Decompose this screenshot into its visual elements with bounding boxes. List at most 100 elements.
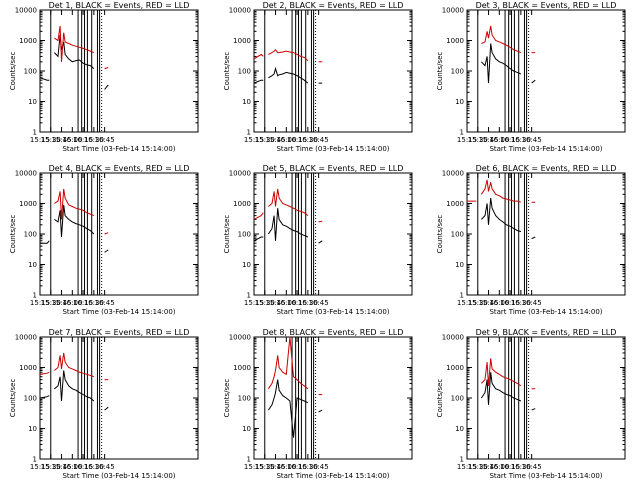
x-axis-label: Start Time (03-Feb-14 15:14:00) <box>489 472 602 480</box>
panel-det-3: 1 10 100 1000 10000 15:1515:3015:4516:0016:15… <box>436 1 626 153</box>
x-tick-label: 15:15 <box>244 299 264 307</box>
y-tick-label: 1 <box>460 292 464 300</box>
y-tick-label: 1000 <box>446 364 464 372</box>
y-tick-label: 100 <box>451 68 464 76</box>
y-axis-label: Counts/sec <box>223 52 231 91</box>
x-tick-label: 15:30 <box>41 463 61 471</box>
x-tick-label: 16:15 <box>73 299 93 307</box>
x-tick-label: 15:45 <box>51 136 71 144</box>
y-tick-label: 10000 <box>15 7 37 15</box>
x-tick-label: 16:15 <box>500 136 520 144</box>
x-tick-label: 16:00 <box>489 299 509 307</box>
x-tick-label: 16:00 <box>62 299 82 307</box>
x-tick-label: 16:00 <box>489 136 509 144</box>
y-tick-label: 1000 <box>19 364 37 372</box>
x-tick-label: 15:15 <box>30 299 50 307</box>
x-tick-label: 16:45 <box>309 136 329 144</box>
x-tick-label: 16:30 <box>511 136 531 144</box>
y-tick-label: 100 <box>451 395 464 403</box>
events-series <box>39 35 109 90</box>
y-tick-label: 1000 <box>233 364 251 372</box>
x-tick-label: 16:00 <box>489 463 509 471</box>
y-tick-label: 1000 <box>446 37 464 45</box>
y-tick-label: 10000 <box>442 334 464 342</box>
panel-title: Det 8, BLACK = Events, RED = LLD <box>263 328 404 337</box>
y-tick-label: 1000 <box>19 200 37 208</box>
x-tick-label: 15:45 <box>265 463 285 471</box>
x-axis-label: Start Time (03-Feb-14 15:14:00) <box>276 308 389 316</box>
x-tick-label: 15:45 <box>478 136 498 144</box>
y-tick-label: 1000 <box>233 200 251 208</box>
x-tick-label: 15:30 <box>255 299 275 307</box>
plot-frame <box>466 172 626 296</box>
lld-series <box>54 188 109 235</box>
plot-frame <box>253 9 413 133</box>
lld-series <box>267 336 323 395</box>
x-tick-label: 15:30 <box>41 136 61 144</box>
x-tick-label: 16:30 <box>298 463 318 471</box>
panel-title: Det 6, BLACK = Events, RED = LLD <box>476 164 617 173</box>
lld-series <box>39 352 109 381</box>
x-tick-label: 15:30 <box>255 463 275 471</box>
panel-det-6: 1 10 100 1000 10000 15:1515:3015:4516:0016:15… <box>436 164 626 316</box>
y-tick-label: 10 <box>455 261 464 269</box>
x-tick-label: 16:30 <box>511 299 531 307</box>
y-tick-label: 10000 <box>229 7 251 15</box>
x-axis-label: Start Time (03-Feb-14 15:14:00) <box>62 308 175 316</box>
x-tick-label: 16:30 <box>511 463 531 471</box>
x-tick-label: 16:45 <box>309 463 329 471</box>
events-series <box>267 379 323 438</box>
y-tick-label: 10 <box>28 425 37 433</box>
x-tick-label: 15:45 <box>265 299 285 307</box>
y-axis-label: Counts/sec <box>223 379 231 418</box>
y-tick-label: 1 <box>460 456 464 464</box>
y-tick-label: 10 <box>455 425 464 433</box>
y-tick-label: 100 <box>238 395 251 403</box>
x-tick-label: 16:00 <box>62 136 82 144</box>
x-tick-label: 15:30 <box>468 299 488 307</box>
y-tick-label: 1 <box>33 456 37 464</box>
y-axis-label: Counts/sec <box>223 215 231 254</box>
x-tick-label: 15:30 <box>41 299 61 307</box>
x-tick-label: 16:45 <box>309 299 329 307</box>
y-tick-label: 10000 <box>229 170 251 178</box>
y-tick-label: 10000 <box>15 334 37 342</box>
x-tick-label: 15:30 <box>468 136 488 144</box>
x-tick-label: 16:30 <box>84 463 104 471</box>
panel-det-5: 1 10 100 1000 10000 15:1515:3015:4516:0016:15… <box>223 164 413 316</box>
y-tick-label: 10000 <box>442 170 464 178</box>
y-tick-label: 1 <box>247 292 251 300</box>
y-tick-label: 1000 <box>446 200 464 208</box>
x-tick-label: 15:15 <box>457 299 477 307</box>
x-tick-label: 16:15 <box>287 463 307 471</box>
events-series <box>481 198 536 240</box>
x-tick-label: 16:15 <box>500 299 520 307</box>
x-tick-label: 15:45 <box>265 136 285 144</box>
y-tick-label: 1 <box>247 456 251 464</box>
y-tick-label: 100 <box>24 231 37 239</box>
y-tick-label: 10 <box>455 98 464 106</box>
x-tick-label: 16:45 <box>522 463 542 471</box>
panel-det-9: 1 10 100 1000 10000 15:1515:3015:4516:0016:15… <box>436 328 626 480</box>
panel-title: Det 7, BLACK = Events, RED = LLD <box>49 328 190 337</box>
x-tick-label: 16:30 <box>298 136 318 144</box>
y-tick-label: 1 <box>247 129 251 137</box>
x-tick-label: 15:30 <box>255 136 275 144</box>
y-axis-label: Counts/sec <box>9 52 17 91</box>
y-tick-label: 10 <box>28 98 37 106</box>
events-series <box>480 372 536 411</box>
x-tick-label: 15:15 <box>457 136 477 144</box>
events-series <box>481 43 536 84</box>
y-tick-label: 100 <box>238 231 251 239</box>
x-tick-label: 16:00 <box>276 463 296 471</box>
panel-title: Det 2, BLACK = Events, RED = LLD <box>263 1 404 10</box>
y-tick-label: 1 <box>33 292 37 300</box>
lld-series <box>253 48 323 63</box>
x-axis-label: Start Time (03-Feb-14 15:14:00) <box>276 145 389 153</box>
x-tick-label: 15:45 <box>51 463 71 471</box>
events-series <box>40 204 109 253</box>
events-series <box>253 66 323 84</box>
y-tick-label: 10 <box>28 261 37 269</box>
lld-series <box>54 25 109 70</box>
